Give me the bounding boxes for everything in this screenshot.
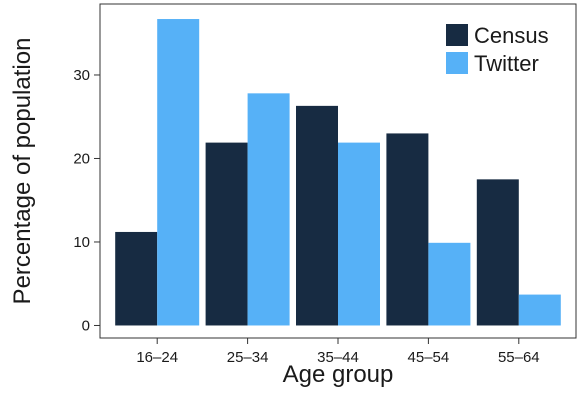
x-tick-label-4: 55–64 [498,349,540,366]
legend-label-twitter: Twitter [474,51,539,76]
y-tick-label-0: 0 [82,317,90,334]
bar-census-1 [205,142,248,326]
y-axis-title: Percentage of population [9,38,36,305]
bar-twitter-1 [247,93,290,326]
bar-twitter-2 [338,142,380,326]
bar-twitter-4 [518,294,561,326]
bar-census-0 [115,231,158,326]
bar-twitter-3 [428,242,471,326]
bar-census-4 [476,179,519,326]
bars-layer [115,19,561,326]
x-tick-label-0: 16–24 [136,349,178,366]
x-axis-title: Age group [283,361,394,388]
x-tick-label-2: 35–44 [317,349,359,366]
bar-census-3 [386,133,429,326]
legend: Census Twitter [446,23,549,76]
legend-key-census [446,24,468,46]
x-tick-label-1: 25–34 [227,349,269,366]
y-axis: 0 10 20 30 [73,67,100,334]
bar-twitter-0 [157,19,200,326]
legend-key-twitter [446,52,468,74]
bar-census-2 [296,105,338,326]
y-tick-label-1: 10 [73,234,90,251]
x-axis: 16–24 25–34 35–44 45–54 55–64 [136,338,540,366]
legend-label-census: Census [474,23,549,48]
y-tick-label-2: 20 [73,150,90,167]
y-tick-label-3: 30 [73,67,90,84]
x-tick-label-3: 45–54 [408,349,450,366]
